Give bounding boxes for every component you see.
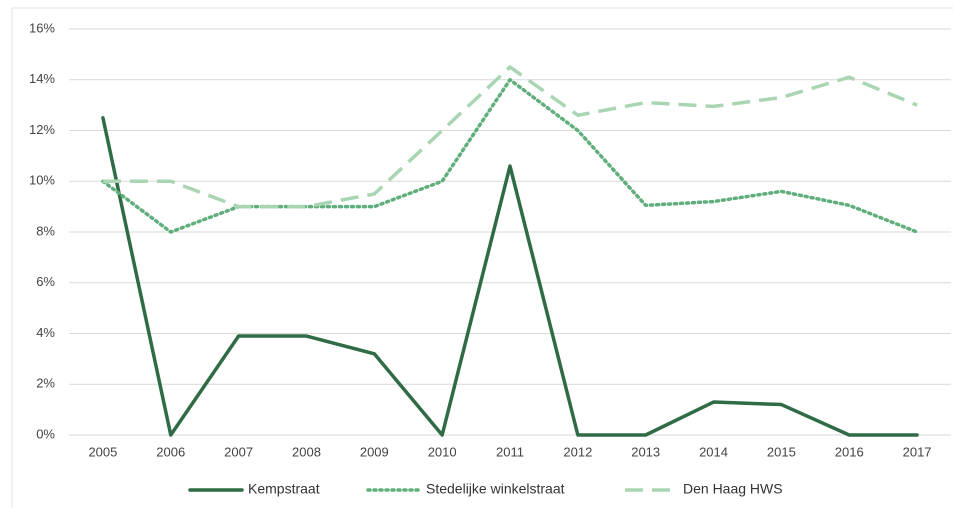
y-tick-label: 0% (36, 426, 55, 441)
y-tick-label: 8% (36, 223, 55, 238)
x-tick-label: 2006 (156, 444, 185, 459)
series-line (101, 78, 919, 234)
x-tick-label: 2013 (631, 444, 660, 459)
y-tick-label: 12% (29, 122, 55, 137)
x-tick-label: 2009 (360, 444, 389, 459)
x-tick-label: 2017 (903, 444, 932, 459)
y-tick-label: 10% (29, 173, 55, 188)
x-tick-label: 2014 (699, 444, 728, 459)
y-tick-label: 16% (29, 20, 55, 35)
legend-label: Kempstraat (248, 481, 320, 497)
x-tick-label: 2008 (292, 444, 321, 459)
x-tick-label: 2012 (563, 444, 592, 459)
y-tick-label: 2% (36, 376, 55, 391)
x-tick-label: 2015 (767, 444, 796, 459)
x-tick-label: 2016 (835, 444, 864, 459)
y-tick-label: 14% (29, 71, 55, 86)
x-tick-label: 2005 (88, 444, 117, 459)
x-tick-label: 2007 (224, 444, 253, 459)
y-tick-label: 6% (36, 274, 55, 289)
y-tick-label: 4% (36, 325, 55, 340)
legend-label: Stedelijke winkelstraat (426, 481, 565, 497)
x-tick-label: 2010 (428, 444, 457, 459)
x-tick-label: 2011 (496, 444, 524, 459)
series-line (102, 65, 918, 209)
series-line (101, 116, 919, 437)
chart-frame (11, 7, 953, 508)
legend-label: Den Haag HWS (683, 481, 783, 497)
